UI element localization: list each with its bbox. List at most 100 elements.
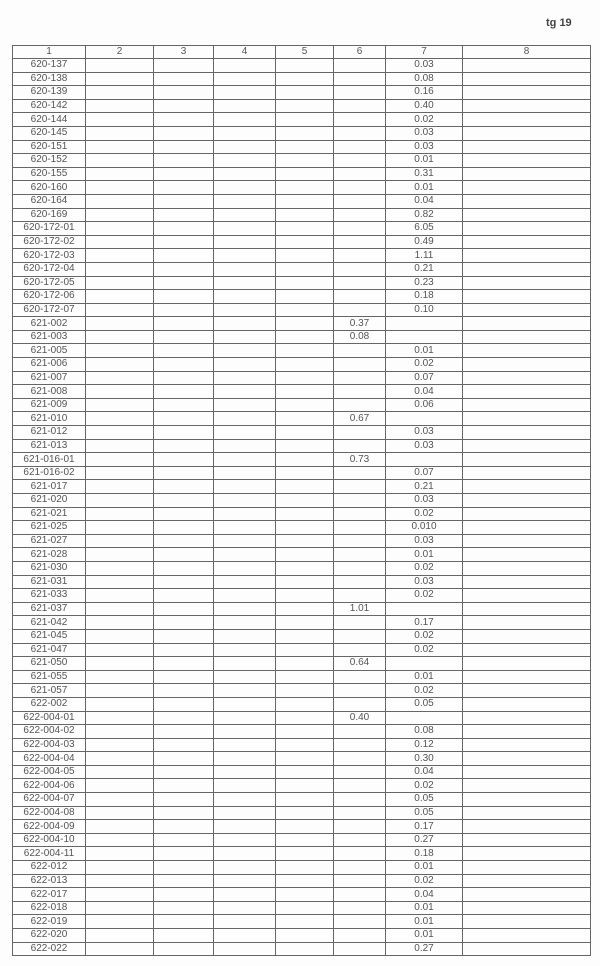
cell-empty [213,370,276,386]
cell-empty [85,628,154,644]
cell-code: 620-169 [12,207,86,223]
cell-empty [275,289,334,304]
table-row: 620-172-02 0.49 [12,234,591,250]
cell-empty [153,574,214,590]
cell-empty [275,737,334,753]
cell-empty [153,275,214,291]
cell-empty [213,560,276,576]
cell-empty [153,669,214,685]
cell-empty [85,343,154,359]
cell-col7: 0.02 [385,560,463,576]
cell-empty [85,560,154,576]
cell-empty [85,710,154,726]
cell-col6 [333,302,386,318]
cell-empty [213,601,276,617]
table-row: 622-004-03 0.12 [12,737,591,753]
cell-empty [213,764,276,780]
cell-col7: 0.23 [385,275,463,291]
table-row: 622-004-11 0.18 [12,846,591,862]
cell-empty [85,520,154,535]
cell-empty [213,696,276,712]
cell-col6 [333,193,386,209]
cell-empty [275,601,334,617]
cell-empty [85,574,154,590]
table-row: 622-004-05 0.04 [12,764,591,780]
cell-empty [153,914,214,929]
table-row: 621-055 0.01 [12,669,591,685]
cell-empty [462,153,591,168]
cell-empty [85,724,154,739]
table-row: 621-033 0.02 [12,588,591,603]
table-row: 622-004-06 0.02 [12,778,591,794]
cell-empty [462,900,591,916]
cell-col7: 0.01 [385,153,463,168]
cell-col6 [333,642,386,658]
table-row: 622-020 0.01 [12,928,591,943]
cell-col7: 0.10 [385,302,463,318]
cell-col7: 0.05 [385,696,463,712]
table-row: 622-002 0.05 [12,696,591,712]
cell-empty [153,85,214,100]
cell-col7: 0.02 [385,357,463,372]
cell-empty [213,588,276,603]
cell-empty [213,615,276,630]
cell-col6 [333,125,386,141]
cell-col7: 0.01 [385,669,463,685]
cell-code: 620-142 [12,98,86,114]
cell-col7: 0.02 [385,778,463,794]
cell-empty [462,397,591,413]
cell-empty [153,873,214,889]
cell-empty [275,71,334,87]
cell-empty [153,234,214,250]
cell-empty [213,533,276,549]
cell-empty [85,98,154,114]
cell-col7: 0.01 [385,928,463,943]
cell-empty [275,914,334,929]
cell-empty [85,384,154,399]
cell-empty [213,153,276,168]
cell-empty [462,411,591,427]
cell-empty [85,207,154,223]
cell-empty [213,452,276,467]
cell-col7: 0.31 [385,166,463,182]
cell-col6 [333,819,386,834]
cell-empty [153,166,214,182]
cell-empty [153,819,214,834]
cell-code: 621-016-02 [12,465,86,481]
cell-col6 [333,778,386,794]
cell-empty [213,166,276,182]
cell-col7: 6.05 [385,221,463,236]
cell-empty [462,533,591,549]
cell-empty [213,928,276,943]
cell-empty [462,724,591,739]
cell-empty [462,628,591,644]
cell-code: 621-009 [12,397,86,413]
cell-col6: 0.40 [333,710,386,726]
cell-empty [275,560,334,576]
cell-empty [213,669,276,685]
cell-col7: 0.02 [385,628,463,644]
table-row: 620-155 0.31 [12,166,591,182]
cell-col6 [333,560,386,576]
cell-empty [462,493,591,508]
cell-empty [275,370,334,386]
table-row: 620-144 0.02 [12,112,591,127]
cell-empty [462,751,591,766]
cell-code: 622-004-08 [12,805,86,821]
cell-empty [462,928,591,943]
cell-col6 [333,941,386,957]
cell-col7: 0.01 [385,547,463,562]
cell-empty [85,261,154,277]
cell-empty [153,533,214,549]
cell-code: 621-030 [12,560,86,576]
cell-empty [275,166,334,182]
cell-col7: 0.01 [385,914,463,929]
cell-col6: 0.73 [333,452,386,467]
table-row: 622-019 0.01 [12,914,591,929]
cell-empty [85,139,154,155]
table-row: 621-042 0.17 [12,615,591,630]
cell-code: 622-004-06 [12,778,86,794]
cell-empty [85,125,154,141]
cell-empty [462,234,591,250]
